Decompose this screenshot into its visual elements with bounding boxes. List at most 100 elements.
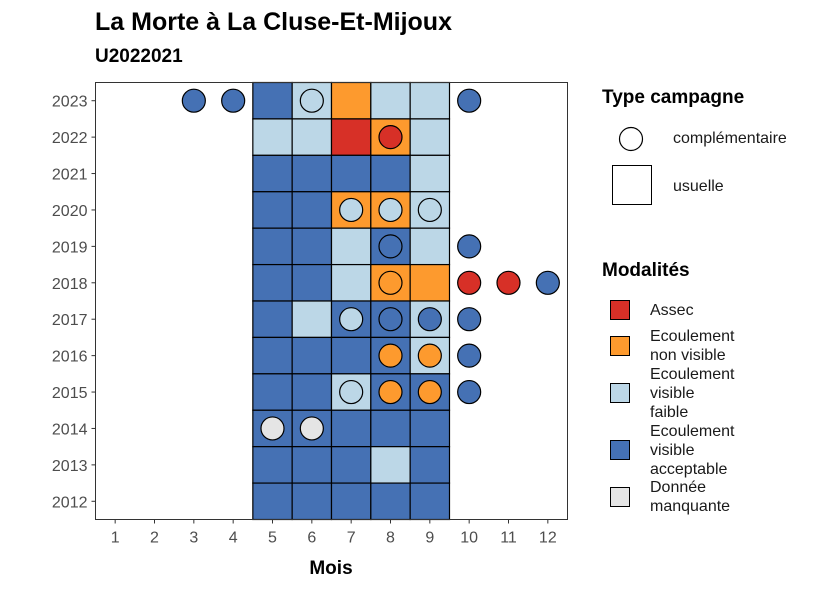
- point-2015-8-ecoulement-non-visible: [378, 379, 403, 405]
- points-layer: [181, 88, 560, 441]
- tile-2023-8-ecoulement-visible-faible: [370, 81, 411, 120]
- x-tick-label: 3: [189, 530, 198, 547]
- tile-2019-5-ecoulement-visible-acceptable: [252, 227, 293, 266]
- y-tick-label: 2015: [52, 385, 88, 402]
- legend-label-donnee-manquante: Donnée manquante: [650, 478, 730, 516]
- tile-2021-8-ecoulement-visible-acceptable: [370, 154, 411, 193]
- legend-label-line: manquante: [650, 498, 731, 515]
- legend-label-line: Ecoulement: [650, 422, 735, 440]
- tile-2019-6-ecoulement-visible-acceptable: [291, 227, 333, 266]
- tile-2022-5-ecoulement-visible-faible: [252, 118, 293, 156]
- point-2019-10-ecoulement-visible-acceptable: [457, 234, 482, 259]
- y-tick-label: 2023: [52, 94, 88, 111]
- tile-2020-6-ecoulement-visible-acceptable: [291, 191, 333, 229]
- y-tick-label: 2013: [52, 458, 88, 475]
- tile-2021-7-ecoulement-visible-acceptable: [330, 154, 372, 193]
- point-2016-10-ecoulement-visible-acceptable: [457, 343, 482, 368]
- chart-title: La Morte à La Cluse-Et-Mijoux: [95, 8, 452, 36]
- tile-2021-5-ecoulement-visible-acceptable: [252, 154, 293, 193]
- point-2017-10-ecoulement-visible-acceptable: [457, 307, 482, 332]
- x-tick-label: 1: [111, 530, 120, 547]
- tile-2015-6-ecoulement-visible-acceptable: [291, 373, 333, 411]
- plot-panel-border: [95, 82, 568, 520]
- tile-2017-5-ecoulement-visible-acceptable: [252, 300, 293, 339]
- tile-2018-5-ecoulement-visible-acceptable: [252, 263, 293, 302]
- tile-2012-8-ecoulement-visible-acceptable: [370, 482, 411, 521]
- tile-2015-5-ecoulement-visible-acceptable: [252, 373, 293, 411]
- x-tick-label: 4: [229, 530, 238, 547]
- legend-key-ecoulement-non-visible: [610, 336, 630, 356]
- legend-key-ecoulement-visible-faible: [610, 383, 630, 403]
- point-2020-7-ecoulement-visible-faible: [339, 197, 364, 223]
- legend-label-line: visible: [650, 384, 695, 402]
- chart-subtitle: U2022021: [95, 46, 183, 67]
- x-tick-label: 6: [307, 530, 316, 547]
- tile-2012-5-ecoulement-visible-acceptable: [252, 482, 293, 521]
- cells-layer: [252, 81, 451, 521]
- x-tick-label: 2: [150, 530, 159, 547]
- y-tick-label: 2020: [52, 203, 88, 220]
- y-tick-label: 2012: [52, 494, 88, 511]
- tile-2013-8-ecoulement-visible-faible: [370, 446, 411, 484]
- tile-2012-6-ecoulement-visible-acceptable: [291, 482, 333, 521]
- tile-2016-5-ecoulement-visible-acceptable: [252, 336, 293, 375]
- tile-2021-6-ecoulement-visible-acceptable: [291, 154, 333, 193]
- tile-2013-5-ecoulement-visible-acceptable: [252, 446, 293, 484]
- tile-2020-9-ecoulement-visible-faible: [409, 191, 451, 229]
- y-tick-label: 2018: [52, 276, 88, 293]
- legend-key-ecoulement-visible-acceptable: [610, 440, 630, 460]
- legend-label-line: acceptable: [650, 460, 728, 478]
- y-tick-label: 2016: [52, 349, 88, 366]
- point-2023-10-ecoulement-visible-acceptable: [457, 88, 482, 113]
- legend-label-line: non visible: [650, 347, 726, 364]
- point-2018-8-ecoulement-non-visible: [378, 270, 403, 295]
- axes-layer: 1 2 3 4 5 6 7 8 9 10 11 122012201320142015201620172…: [52, 94, 557, 547]
- x-tick-label: 9: [425, 530, 434, 547]
- point-2019-8-ecoulement-visible-acceptable: [378, 234, 403, 259]
- point-2017-8-ecoulement-visible-acceptable: [378, 307, 403, 332]
- legend-circle-key: [618, 126, 644, 152]
- tile-2020-5-ecoulement-visible-acceptable: [252, 191, 293, 229]
- point-2020-8-ecoulement-visible-faible: [378, 197, 403, 223]
- x-tick-label: 8: [386, 530, 395, 547]
- tile-2022-7-assec: [330, 118, 372, 156]
- point-2015-9-ecoulement-non-visible: [417, 379, 442, 405]
- tile-2018-7-ecoulement-visible-faible: [330, 263, 372, 302]
- x-tick-label: 5: [268, 530, 277, 547]
- tile-2022-6-ecoulement-visible-faible: [291, 118, 333, 156]
- point-2014-5-donnee-manquante: [260, 416, 285, 441]
- legend-label-ecoulement-visible-acceptable: Ecoulement visible acceptable: [650, 422, 735, 479]
- tile-2019-9-ecoulement-visible-faible: [409, 227, 451, 266]
- tile-2014-9-ecoulement-visible-acceptable: [409, 409, 451, 448]
- tile-2016-7-ecoulement-visible-acceptable: [330, 336, 372, 375]
- legend-label-line: visible: [650, 441, 695, 459]
- point-2016-9-ecoulement-non-visible: [417, 343, 442, 368]
- tile-2012-9-ecoulement-visible-acceptable: [409, 482, 451, 521]
- x-tick-label: 12: [539, 530, 557, 547]
- tile-2013-7-ecoulement-visible-acceptable: [330, 446, 372, 484]
- tile-2019-7-ecoulement-visible-faible: [330, 227, 372, 266]
- tile-2022-9-ecoulement-visible-faible: [409, 118, 451, 156]
- legend-label-assec: Assec: [650, 301, 694, 320]
- legend-label-line: Assec: [650, 301, 694, 319]
- point-2023-4-ecoulement-visible-acceptable: [221, 88, 246, 113]
- legend-label-line: faible: [650, 403, 689, 421]
- tile-2014-8-ecoulement-visible-acceptable: [370, 409, 411, 448]
- legend-label-line: Donnée: [650, 479, 707, 496]
- legend-square-key: [612, 165, 652, 205]
- y-tick-label: 2021: [52, 167, 88, 184]
- x-axis-title: Mois: [309, 558, 352, 579]
- legend-type-title: Type campagne: [602, 87, 745, 108]
- point-2014-6-donnee-manquante: [299, 416, 324, 441]
- tile-2023-9-ecoulement-visible-faible: [409, 81, 451, 120]
- point-2017-7-ecoulement-visible-faible: [339, 307, 364, 332]
- point-2018-10-assec: [457, 270, 482, 295]
- point-2016-8-ecoulement-non-visible: [378, 343, 403, 368]
- y-tick-label: 2017: [52, 312, 88, 329]
- tile-2012-7-ecoulement-visible-acceptable: [330, 482, 372, 521]
- legend-key-donnee-manquante: [610, 487, 630, 507]
- tile-2018-9-ecoulement-non-visible: [409, 263, 451, 302]
- point-2017-9-ecoulement-visible-acceptable: [417, 307, 442, 332]
- point-2015-7-ecoulement-visible-faible: [339, 379, 364, 405]
